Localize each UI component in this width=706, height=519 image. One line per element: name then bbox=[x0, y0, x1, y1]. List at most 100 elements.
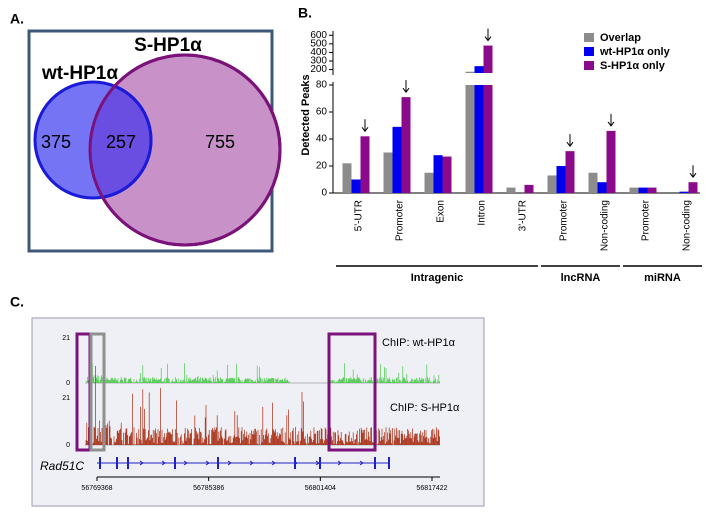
legend-label: Overlap bbox=[600, 32, 641, 44]
count: 257 bbox=[106, 132, 136, 152]
strand-arrow bbox=[337, 460, 342, 466]
bar bbox=[506, 187, 516, 193]
arrow bbox=[484, 28, 492, 42]
track-max: 21 bbox=[62, 335, 70, 342]
bar bbox=[424, 172, 434, 193]
y-tick-label: 40 bbox=[316, 134, 328, 145]
track-max: 21 bbox=[62, 395, 70, 402]
bar bbox=[392, 126, 402, 193]
x-tick-label: 56769368 bbox=[81, 485, 112, 492]
arrow bbox=[566, 134, 574, 147]
strand-arrow bbox=[249, 460, 254, 466]
strand-arrow bbox=[293, 460, 298, 466]
bar bbox=[597, 182, 607, 193]
track-min: 0 bbox=[66, 380, 70, 387]
x-tick-label: Exon bbox=[436, 200, 447, 223]
bar bbox=[483, 85, 493, 193]
bar bbox=[465, 85, 475, 193]
y-tick-label: 20 bbox=[316, 161, 328, 172]
y-tick-label: 0 bbox=[321, 188, 327, 199]
browser-frame bbox=[31, 317, 485, 507]
x-tick-label: Intron bbox=[477, 200, 488, 226]
track-name: ChIP: S-HP1α bbox=[390, 402, 460, 414]
strand-arrow bbox=[205, 460, 210, 466]
bar bbox=[401, 97, 411, 193]
strand-arrow bbox=[161, 460, 166, 466]
bar-upper bbox=[474, 66, 484, 73]
bar bbox=[342, 163, 352, 193]
bar bbox=[360, 136, 370, 193]
bar bbox=[547, 175, 557, 193]
x-tick-label: 56801404 bbox=[305, 485, 336, 492]
arrow bbox=[402, 80, 410, 93]
x-tick-label: Promoter bbox=[641, 199, 652, 241]
legend-swatch bbox=[584, 47, 594, 56]
bar bbox=[351, 179, 361, 193]
y-tick-label: 60 bbox=[316, 107, 328, 118]
y-axis-label: Detected Peaks bbox=[300, 74, 312, 155]
track-name: ChIP: wt-HP1α bbox=[382, 337, 456, 349]
venn-s-outline bbox=[88, 53, 282, 247]
legend-label: wt-HP1α only bbox=[599, 46, 671, 58]
strand-arrow bbox=[271, 460, 276, 466]
highlight-box bbox=[89, 332, 106, 452]
legend-label: S-HP1α only bbox=[600, 60, 666, 72]
panel-label: B. bbox=[298, 5, 312, 21]
arrow bbox=[689, 165, 697, 179]
y-tick-label: 600 bbox=[310, 30, 327, 41]
x-tick-label: 56785386 bbox=[193, 485, 224, 492]
y-tick-label: 200 bbox=[310, 64, 327, 75]
x-tick-label: 5'-UTR bbox=[354, 200, 365, 231]
bar bbox=[647, 187, 657, 193]
arrow bbox=[361, 119, 369, 133]
y-tick-label: 300 bbox=[310, 56, 327, 67]
count: 755 bbox=[205, 132, 235, 152]
track-min: 0 bbox=[66, 442, 70, 449]
panel-label: A. bbox=[10, 11, 24, 27]
strand-arrow bbox=[139, 460, 144, 466]
x-tick-label: 56817422 bbox=[416, 485, 447, 492]
panel-label: C. bbox=[10, 294, 24, 310]
bar-upper bbox=[465, 71, 475, 73]
bar bbox=[688, 182, 698, 193]
bar bbox=[524, 184, 534, 193]
strand-arrow bbox=[227, 460, 232, 466]
bar bbox=[679, 191, 689, 193]
strand-arrow bbox=[359, 460, 364, 466]
x-tick-label: Non-coding bbox=[682, 200, 693, 251]
bar bbox=[588, 172, 598, 193]
legend-swatch bbox=[584, 33, 594, 42]
bar bbox=[606, 130, 616, 193]
x-tick-label: Promoter bbox=[395, 199, 406, 241]
count: 375 bbox=[41, 132, 71, 152]
bar bbox=[638, 187, 648, 193]
bar bbox=[629, 187, 639, 193]
highlight-box bbox=[327, 332, 377, 452]
x-tick-label: Promoter bbox=[559, 199, 570, 241]
group-label: Intragenic bbox=[411, 272, 464, 284]
y-tick-label: 80 bbox=[316, 80, 328, 91]
gene-name: Rad51C bbox=[40, 459, 84, 473]
group-label: lncRNA bbox=[561, 272, 601, 284]
track-signal bbox=[86, 357, 440, 383]
bar bbox=[474, 85, 484, 193]
track-signal bbox=[85, 366, 440, 445]
x-tick-label: Non-coding bbox=[600, 200, 611, 251]
strand-arrow bbox=[315, 460, 320, 466]
arrow bbox=[607, 113, 615, 127]
bar-upper bbox=[483, 45, 493, 73]
x-tick-label: 3'-UTR bbox=[518, 200, 529, 231]
bar bbox=[433, 155, 443, 193]
set-label: S-HP1α bbox=[134, 35, 202, 56]
bar bbox=[556, 166, 566, 193]
legend-swatch bbox=[584, 61, 594, 70]
y-tick-label: 400 bbox=[310, 47, 327, 58]
bar bbox=[442, 156, 452, 193]
strand-arrow bbox=[183, 460, 188, 466]
y-tick-label: 500 bbox=[310, 38, 327, 49]
set-label: wt-HP1α bbox=[41, 63, 118, 84]
bar bbox=[383, 152, 393, 193]
bar bbox=[565, 151, 575, 193]
group-label: miRNA bbox=[644, 272, 681, 284]
